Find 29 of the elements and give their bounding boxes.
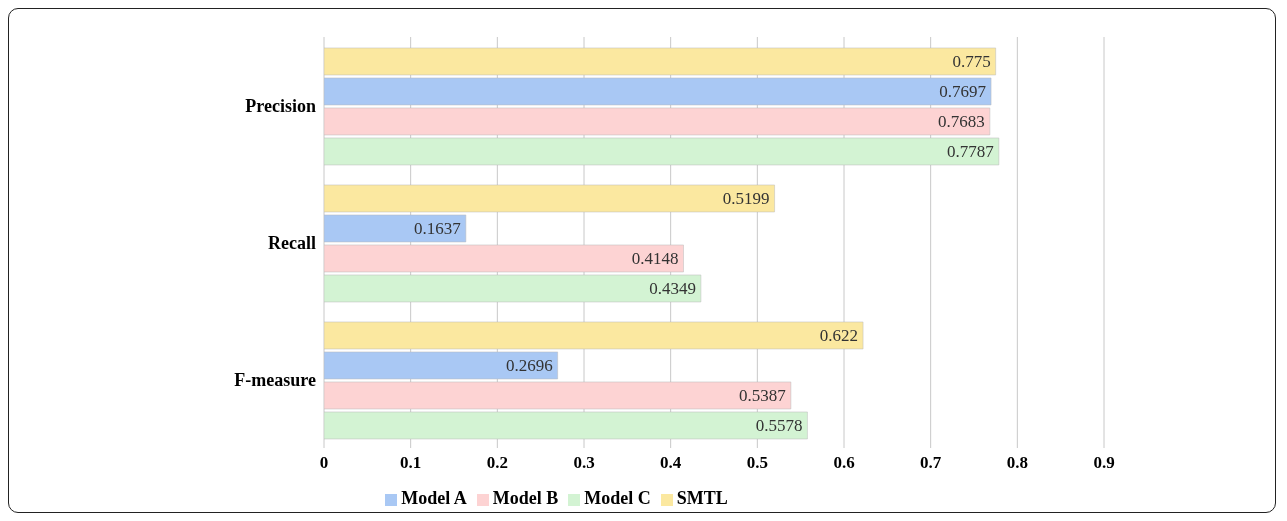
y-tick-label: F-measure (234, 369, 316, 390)
legend-label: Model C (584, 488, 651, 508)
x-tick-label: 0.3 (573, 453, 595, 473)
data-label: 0.4349 (649, 279, 696, 299)
x-tick-label: 0.6 (833, 453, 855, 473)
data-label: 0.622 (819, 326, 859, 346)
data-label: 0.5578 (755, 416, 803, 436)
x-tick-label: 0.2 (486, 453, 508, 473)
legend-label: Model B (492, 488, 559, 508)
data-label: 0.775 (952, 52, 991, 72)
data-label: 0.7697 (939, 82, 987, 102)
y-tick-label: Recall (268, 232, 316, 253)
x-tick-label: 0.1 (400, 453, 422, 473)
x-tick-label: 0.4 (660, 453, 682, 473)
data-label: 0.7787 (947, 142, 995, 162)
x-tick-label: 0.7 (920, 453, 942, 473)
y-tick-label: Precision (245, 95, 316, 116)
data-label: 0.2696 (505, 356, 553, 376)
data-label: 0.1637 (414, 219, 462, 239)
data-label: 0.4148 (631, 249, 679, 269)
x-tick-label: 0 (319, 453, 329, 473)
x-tick-label: 0.5 (746, 453, 768, 473)
data-label: 0.5199 (722, 189, 770, 209)
x-tick-label: 0.9 (1093, 453, 1115, 473)
legend-label: SMTL (676, 488, 728, 508)
legend-label: Model A (401, 488, 467, 508)
x-tick-label: 0.8 (1006, 453, 1028, 473)
data-label: 0.5387 (739, 386, 787, 406)
data-label: 0.7683 (938, 112, 985, 132)
